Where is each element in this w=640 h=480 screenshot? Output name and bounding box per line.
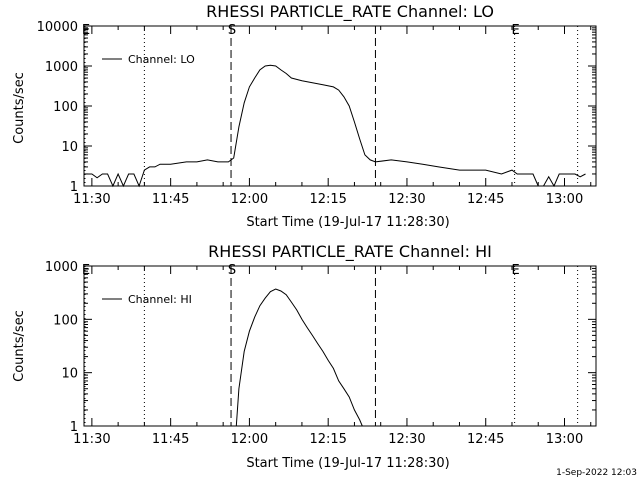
chart-hi: RHESSI PARTICLE_RATE Channel: HI Start T… (12, 242, 492, 471)
y-tick-label-hi: 10 (61, 367, 78, 382)
legend-label-lo: Channel: LO (128, 53, 195, 66)
plot-area-lo: 11:30 11:45 12:00 12:15 12:30 12:45 13:00 1 10 10… (37, 20, 597, 207)
y-tick-label-lo: 1000 (45, 60, 78, 75)
y-tick-label-lo: 1 (70, 180, 78, 195)
x-tick-label-lo: 12:30 (388, 192, 425, 207)
x-tick-label-lo: 12:00 (231, 192, 268, 207)
series-line-hi (235, 288, 363, 427)
x-tick-label-hi: 12:30 (388, 432, 425, 447)
chart-title-lo: RHESSI PARTICLE_RATE Channel: LO (206, 2, 494, 22)
series-line-lo (84, 64, 586, 188)
x-tick-label-hi: 11:30 (73, 432, 110, 447)
plot-area-hi: 11:30 11:45 12:00 12:15 12:30 12:45 13:00 1 10 10… (45, 260, 597, 447)
plot-frame-lo (83, 25, 597, 187)
y-tick-label-lo: 100 (53, 100, 78, 115)
marker-label-lo: S (228, 23, 236, 38)
marker-label-lo: E (511, 23, 519, 38)
y-tick-label-hi: 1000 (45, 260, 78, 275)
y-tick-label-hi: 1 (70, 420, 78, 435)
footer-date: 1-Sep-2022 12:03 (556, 468, 637, 478)
x-tick-label-hi: 13:00 (546, 432, 583, 447)
x-tick-label-lo: 11:45 (152, 192, 189, 207)
y-tick-label-lo: 10000 (37, 20, 78, 35)
marker-label-hi: S (228, 263, 236, 278)
chart-title-hi: RHESSI PARTICLE_RATE Channel: HI (208, 242, 492, 262)
marker-label-lo: E (82, 23, 90, 38)
x-tick-label-hi: 12:45 (467, 432, 504, 447)
plot-frame-hi (83, 265, 597, 427)
y-tick-label-hi: 100 (53, 313, 78, 328)
x-tick-label-hi: 11:45 (152, 432, 189, 447)
x-axis-title-hi: Start Time (19-Jul-17 11:28:30) (246, 456, 449, 471)
x-tick-label-lo: 13:00 (546, 192, 583, 207)
x-tick-label-lo: 12:15 (309, 192, 346, 207)
legend-label-hi: Channel: HI (128, 293, 192, 306)
marker-label-hi: E (511, 263, 519, 278)
x-tick-label-lo: 11:30 (73, 192, 110, 207)
y-axis-title-hi: Counts/sec (12, 310, 27, 382)
chart-lo: RHESSI PARTICLE_RATE Channel: LO Start T… (12, 2, 494, 230)
x-tick-label-hi: 12:15 (309, 432, 346, 447)
x-axis-title-lo: Start Time (19-Jul-17 11:28:30) (246, 215, 449, 230)
x-tick-label-lo: 12:45 (467, 192, 504, 207)
y-tick-label-lo: 10 (61, 140, 78, 155)
x-tick-label-hi: 12:00 (231, 432, 268, 447)
y-axis-title-lo: Counts/sec (12, 72, 27, 144)
marker-label-hi: E (82, 263, 90, 278)
